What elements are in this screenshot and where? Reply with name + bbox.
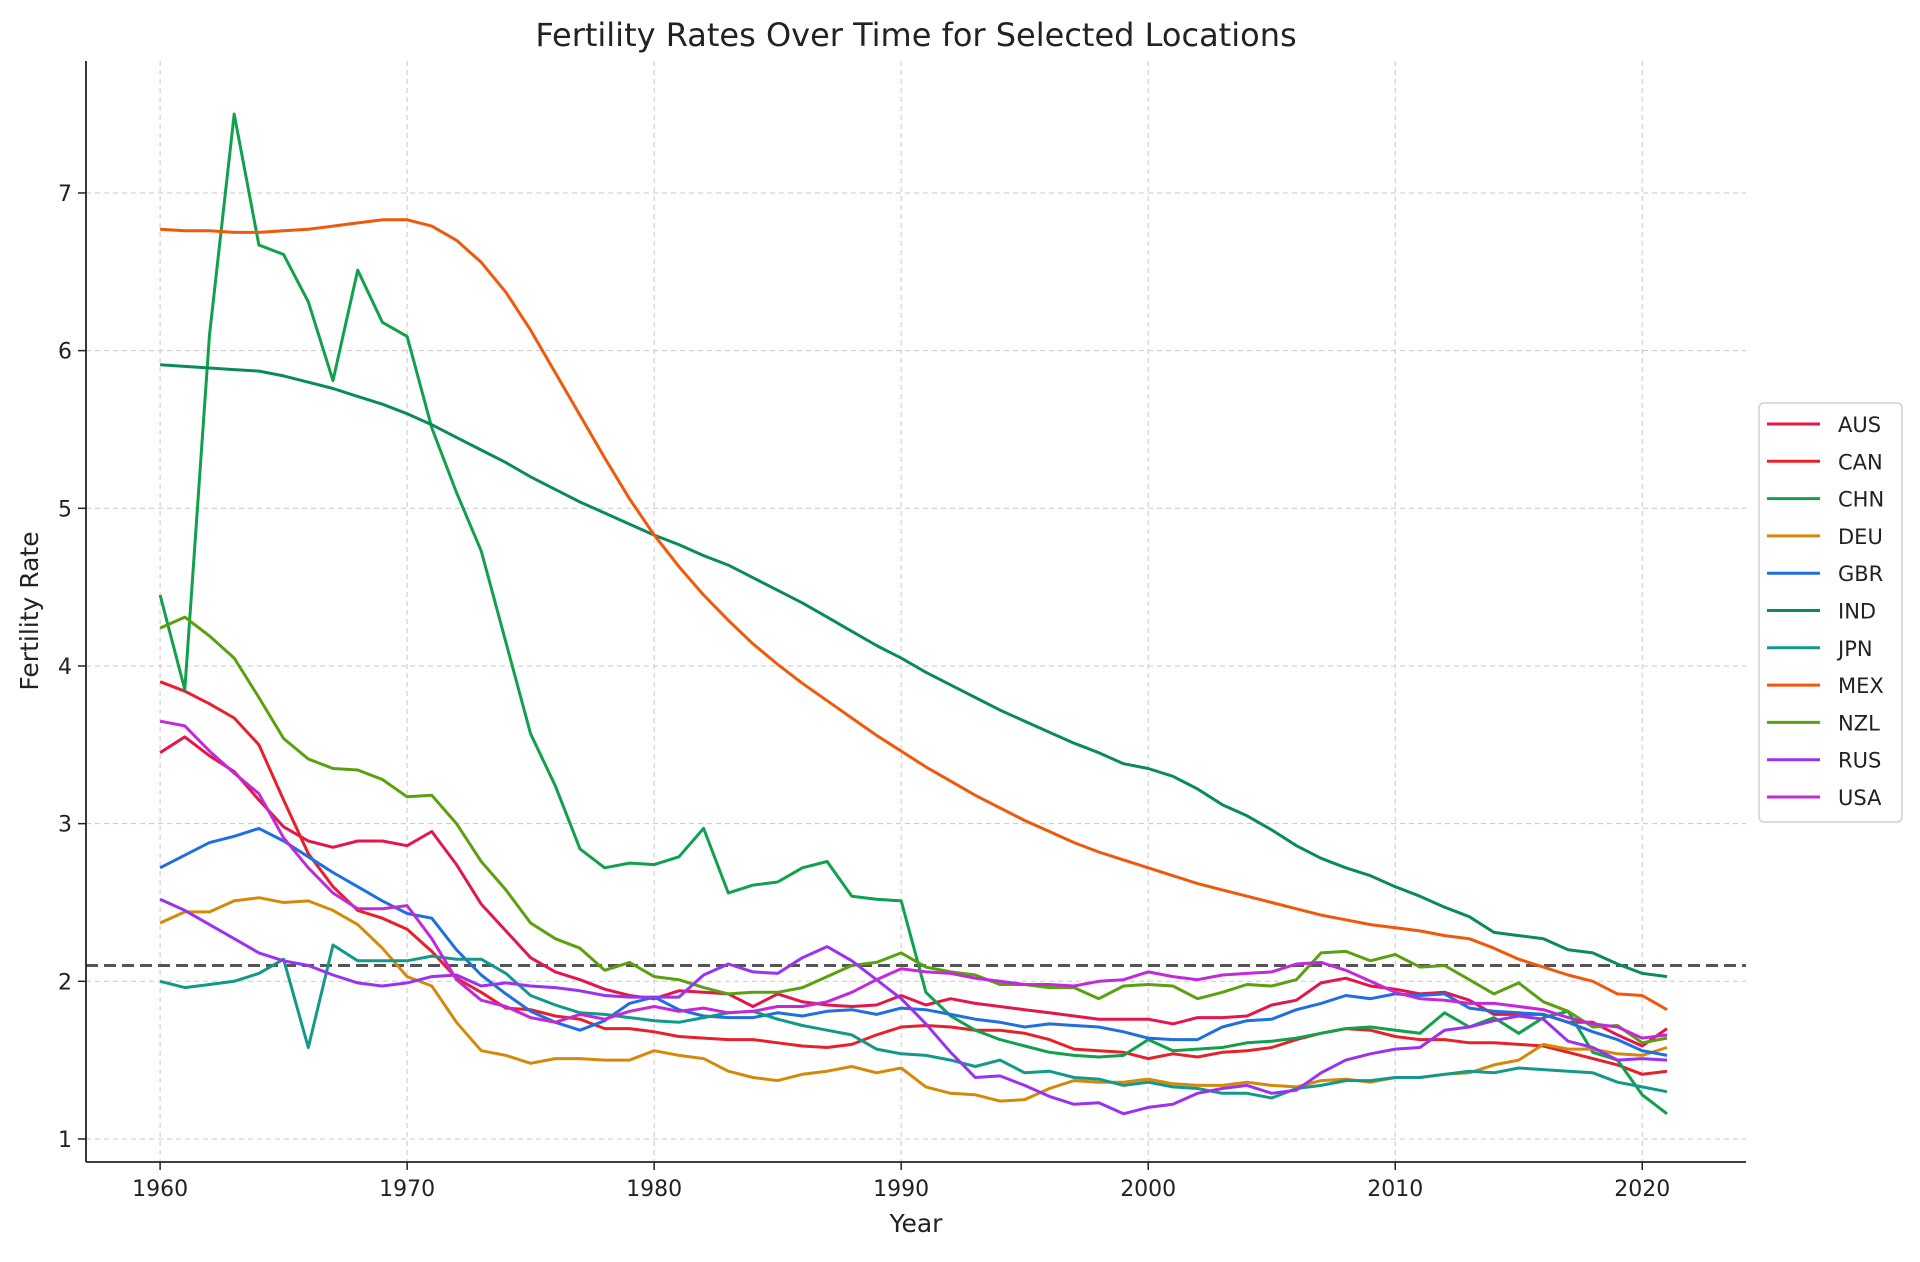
legend-label-aus: AUS <box>1838 413 1881 437</box>
x-axis-label: Year <box>889 1209 944 1238</box>
series-line-mex <box>160 218 1668 1012</box>
series-line-usa <box>159 719 1668 1040</box>
legend-label-ind: IND <box>1838 600 1876 624</box>
legend-label-mex: MEX <box>1838 674 1884 698</box>
tick-labels: 1960 1970 1980 1990 2000 2010 2020 1 2 3 4 5 6 7 <box>58 182 1670 1202</box>
series-line-nzl <box>159 615 1668 1045</box>
legend-label-gbr: GBR <box>1838 562 1883 586</box>
legend: AUS CAN CHN DEU GBR IND JPN MEX NZL RUS USA <box>1758 402 1903 823</box>
y-tick-label: 5 <box>58 497 72 522</box>
y-tick-label: 3 <box>58 813 72 838</box>
series-line-rus <box>159 897 1668 1116</box>
series-lines <box>158 112 1668 1116</box>
x-tick-label: 2020 <box>1614 1177 1670 1202</box>
legend-label-rus: RUS <box>1838 749 1881 773</box>
legend-label-can: CAN <box>1838 450 1883 474</box>
legend-label-chn: CHN <box>1838 488 1884 512</box>
legend-label-jpn: JPN <box>1836 637 1873 661</box>
y-tick-label: 7 <box>58 182 72 207</box>
x-tick-label: 1990 <box>873 1177 929 1202</box>
legend-label-deu: DEU <box>1838 525 1883 549</box>
y-tick-label: 6 <box>58 340 72 365</box>
legend-label-usa: USA <box>1838 786 1882 810</box>
axes <box>78 61 1746 1170</box>
legend-label-nzl: NZL <box>1838 711 1880 735</box>
y-tick-label: 2 <box>58 970 72 995</box>
x-tick-label: 1980 <box>626 1177 682 1202</box>
y-axis-label: Fertility Rate <box>15 531 44 690</box>
x-tick-label: 1960 <box>132 1177 188 1202</box>
series-line-chn <box>158 112 1668 1115</box>
series-line-gbr <box>159 826 1668 1057</box>
series-line-ind <box>160 363 1668 979</box>
chart-title: Fertility Rates Over Time for Selected L… <box>535 16 1296 54</box>
x-tick-label: 2000 <box>1120 1177 1176 1202</box>
x-tick-label: 2010 <box>1367 1177 1423 1202</box>
x-tick-label: 1970 <box>379 1177 435 1202</box>
series-line-aus <box>159 735 1668 1048</box>
y-tick-label: 4 <box>58 655 72 680</box>
series-line-can <box>159 680 1668 1076</box>
legend-box <box>1758 402 1903 823</box>
y-tick-label: 1 <box>58 1128 72 1153</box>
series-line-jpn <box>159 943 1668 1100</box>
